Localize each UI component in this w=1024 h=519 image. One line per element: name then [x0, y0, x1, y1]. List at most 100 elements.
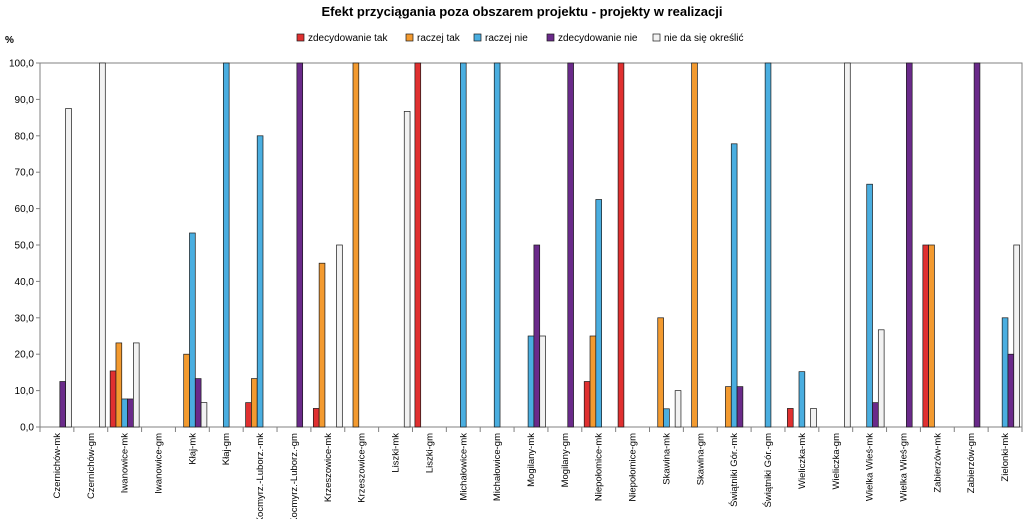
bar-2-20 — [691, 62, 698, 428]
legend-label: zdecydowanie tak — [308, 33, 388, 44]
legend-swatch — [546, 33, 555, 42]
x-tick-label: Michałowice-gm — [492, 433, 503, 501]
x-tick-label: Kłaj-mk — [187, 433, 198, 465]
bar-3-6 — [222, 62, 230, 428]
bar-4-26 — [906, 62, 913, 428]
bar-1-17 — [583, 381, 591, 428]
bar-3-21 — [730, 143, 738, 428]
y-tick-label: 50,0 — [15, 241, 35, 252]
y-tick-label: 90,0 — [15, 95, 35, 106]
legend-swatch — [405, 33, 414, 42]
x-tick-label: Krzeszowice-mk — [323, 433, 334, 502]
legend-swatch — [296, 33, 305, 42]
bar-5-25 — [877, 329, 885, 428]
legend-label: raczej tak — [417, 33, 461, 44]
bar-1-9 — [312, 408, 320, 428]
y-tick-label: 70,0 — [15, 168, 35, 179]
x-tick-labels: Czernichów-mk Czernichów-gm Iwanowice-mk Iw… — [52, 433, 1011, 519]
bars — [59, 62, 1020, 428]
bar-2-7 — [251, 378, 258, 428]
x-tick-label: Czernichów-gm — [86, 433, 97, 499]
y-tick-label: 40,0 — [15, 277, 35, 288]
bar-3-29 — [1001, 317, 1009, 428]
y-tick-label: 20,0 — [15, 350, 35, 361]
y-tick-label: 60,0 — [15, 204, 35, 215]
bar-3-23 — [798, 371, 806, 428]
bar-1-12 — [414, 62, 422, 428]
bar-3-13 — [460, 62, 467, 428]
x-tick-label: Niepołomice-mk — [594, 433, 605, 501]
bar-5-5 — [200, 402, 208, 428]
bar-5-23 — [810, 408, 817, 428]
y-tick-label: 80,0 — [15, 131, 35, 142]
bar-3-5 — [189, 232, 196, 428]
x-tick-label: Iwanowice-mk — [120, 433, 131, 493]
legend: zdecydowanie tak raczej tak raczej nie zdec… — [296, 33, 743, 44]
bar-4-25 — [872, 402, 879, 428]
y-tick-label: 100,0 — [9, 59, 34, 70]
x-tick-label: Krzeszowice-gm — [357, 433, 368, 503]
bar-2-19 — [657, 317, 664, 428]
y-axis-unit-label: % — [5, 35, 14, 46]
x-tick-label: Zielonki-mk — [1000, 433, 1011, 482]
x-tick-label: Skawina-mk — [661, 433, 672, 485]
y-tick-label: 30,0 — [15, 313, 35, 324]
x-tick-label: Świątniki Gór.-gm — [762, 433, 774, 508]
bar-5-24 — [844, 62, 851, 428]
bar-2-21 — [725, 386, 732, 428]
bar-1-7 — [245, 402, 252, 428]
chart-title: Efekt przyciągania poza obszarem projekt… — [322, 4, 723, 19]
legend-swatch — [652, 33, 661, 42]
bar-4-29 — [1007, 353, 1015, 428]
bar-3-7 — [256, 135, 264, 428]
x-tick-label: Kocmyrz.-Luborz.-mk — [255, 433, 266, 519]
bar-4-5 — [194, 378, 202, 428]
bar-3-22 — [764, 62, 772, 428]
bar-5-11 — [403, 111, 411, 428]
legend-label: zdecydowanie nie — [558, 33, 638, 44]
bar-4-28 — [973, 62, 981, 428]
bar-3-19 — [663, 408, 670, 428]
bar-4-21 — [736, 386, 744, 428]
bar-4-3 — [127, 398, 134, 428]
bar-1-27 — [922, 244, 929, 428]
y-tick-label: 0,0 — [20, 423, 34, 434]
x-tick-label: Mogilany-mk — [526, 433, 537, 487]
bar-5-29 — [1013, 244, 1020, 428]
bar-5-9 — [336, 244, 343, 428]
bar-3-17 — [595, 199, 602, 428]
x-tick-label: Świątniki Gór.-mk — [728, 433, 740, 507]
x-tick-label: Michałowice-mk — [458, 433, 469, 501]
bar-3-15 — [527, 335, 535, 428]
bar-2-9 — [318, 262, 326, 428]
x-tick-label: Wielka Wieś-mk — [865, 433, 876, 501]
x-tick-label: Iwanowice-gm — [154, 433, 165, 494]
x-tick-label: Liszki-gm — [424, 433, 435, 473]
bar-3-25 — [866, 183, 873, 428]
x-tick-label: Wielka Wieś-gm — [898, 433, 909, 502]
bar-2-5 — [183, 353, 190, 428]
bar-2-10 — [352, 62, 360, 428]
bar-4-16 — [567, 62, 574, 428]
bar-3-3 — [121, 398, 128, 428]
y-tick-label: 10,0 — [15, 386, 35, 397]
x-tick-label: Zabierzów-mk — [932, 433, 943, 493]
bar-5-3 — [133, 342, 140, 428]
bar-5-19 — [674, 390, 682, 428]
legend-label: raczej nie — [485, 33, 528, 44]
bar-4-1 — [59, 381, 66, 428]
bar-5-15 — [539, 335, 546, 428]
legend-swatch — [473, 33, 482, 42]
bar-4-8 — [296, 62, 304, 428]
legend-label: nie da się określić — [664, 33, 743, 44]
x-tick-label: Zabierzów-gm — [966, 433, 977, 493]
x-tick-label: Liszki-mk — [391, 433, 402, 473]
bar-1-3 — [109, 370, 117, 428]
x-tick-label: Mogilany-gm — [560, 433, 571, 487]
bar-1-23 — [787, 408, 794, 428]
bar-2-27 — [928, 244, 935, 428]
x-tick-label: Wieliczka-gm — [831, 433, 842, 490]
bar-2-3 — [115, 342, 123, 428]
bar-4-15 — [533, 244, 541, 428]
